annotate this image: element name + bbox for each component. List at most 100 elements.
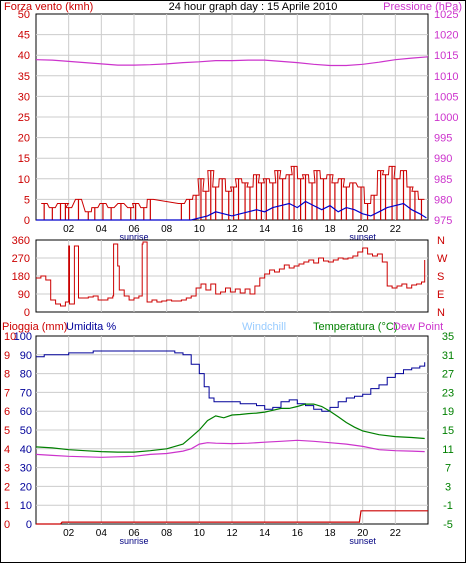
y-tick-label: 1005	[434, 91, 458, 103]
y-tick-label: 985	[434, 174, 452, 186]
y-tick-label: 15	[18, 153, 30, 165]
dewpoint-label: Dew Point	[393, 321, 443, 333]
sunrise-label: sunrise	[119, 536, 148, 546]
rain-axis-label: Pioggia (mm)	[2, 321, 67, 333]
x-tick-label: 08	[161, 224, 173, 235]
wind-average-line	[36, 200, 427, 221]
x-tick-label: 06	[128, 224, 140, 235]
y-tick-label: 10	[20, 500, 32, 512]
y-tick-label: 40	[20, 444, 32, 456]
y-tick-label: 975	[434, 215, 452, 227]
y-tick-label: 90	[18, 289, 30, 301]
y-tick-label: 1010	[434, 71, 458, 83]
y-tick-label: S	[437, 271, 444, 283]
x-tick-label: 08	[161, 528, 173, 539]
y-tick-label: 31	[442, 350, 454, 362]
pressure-axis-label: Pressione (hPa)	[383, 1, 462, 13]
temperature-axis-label: Temperatura (°C)	[313, 321, 397, 333]
x-tick-label: 22	[390, 224, 402, 235]
y-tick-label: 100	[14, 331, 32, 343]
y-tick-label: 10	[4, 331, 16, 343]
x-tick-label: 16	[292, 224, 304, 235]
y-tick-label: 80	[20, 369, 32, 381]
wind-direction-line	[36, 241, 426, 307]
x-tick-label: 20	[357, 224, 369, 235]
y-tick-label: 50	[20, 425, 32, 437]
sunset-label: sunset	[349, 232, 376, 242]
rain-line	[36, 510, 428, 525]
y-tick-label: 270	[12, 253, 30, 265]
wind-axis-label: Forza vento (kmh)	[4, 1, 93, 13]
y-tick-label: 0	[4, 519, 10, 531]
y-tick-label: 25	[18, 112, 30, 124]
x-tick-label: 02	[63, 224, 75, 235]
chart-layer: 0510152025303540455097598098599099510001…	[4, 9, 458, 546]
x-tick-label: 14	[259, 224, 271, 235]
x-tick-label: 06	[128, 528, 140, 539]
x-tick-label: 02	[63, 528, 75, 539]
x-tick-label: 04	[96, 224, 108, 235]
y-tick-label: 11	[442, 444, 453, 456]
y-tick-label: 980	[434, 194, 452, 206]
y-tick-label: -1	[443, 500, 453, 512]
y-tick-label: 2	[4, 481, 10, 493]
y-tick-label: 1020	[434, 30, 458, 42]
x-tick-label: 10	[194, 528, 206, 539]
humidity-line	[36, 350, 426, 412]
humidity-axis-label: Umidita %	[66, 321, 116, 333]
y-tick-label: 35	[442, 331, 454, 343]
y-tick-label: N	[437, 235, 445, 247]
y-tick-label: 3	[4, 463, 10, 475]
y-tick-label: 9	[4, 350, 10, 362]
y-tick-label: 0	[26, 519, 32, 531]
y-tick-label: 10	[18, 174, 30, 186]
y-tick-label: 20	[20, 481, 32, 493]
dewpoint-line	[35, 439, 425, 458]
x-tick-label: 10	[194, 224, 206, 235]
x-tick-label: 12	[226, 528, 238, 539]
y-tick-label: 3	[445, 481, 451, 493]
y-tick-label: 1015	[434, 50, 458, 62]
y-tick-label: 20	[18, 133, 30, 145]
x-tick-label: 18	[324, 224, 336, 235]
y-tick-label: 19	[442, 406, 454, 418]
x-tick-label: 20	[357, 528, 369, 539]
y-tick-label: 30	[18, 91, 30, 103]
y-tick-label: 90	[20, 350, 32, 362]
y-tick-label: 5	[4, 425, 10, 437]
y-tick-label: 7	[445, 463, 451, 475]
y-tick-label: 0	[24, 307, 30, 319]
y-tick-label: 23	[442, 387, 454, 399]
y-tick-label: 1	[4, 500, 10, 512]
y-tick-label: 0	[24, 215, 30, 227]
y-tick-label: 7	[4, 387, 10, 399]
x-tick-label: 12	[226, 224, 238, 235]
y-tick-label: 35	[18, 71, 30, 83]
windchill-label: Windchill	[242, 321, 286, 333]
sunrise-label: sunrise	[119, 232, 148, 242]
y-tick-label: 8	[4, 369, 10, 381]
y-tick-label: E	[437, 289, 444, 301]
y-tick-label: 45	[18, 30, 30, 42]
x-tick-label: 14	[259, 528, 271, 539]
temperature-line	[35, 403, 425, 453]
x-tick-label: 16	[292, 528, 304, 539]
y-tick-label: 15	[442, 425, 454, 437]
x-tick-label: 18	[324, 528, 336, 539]
y-tick-label: N	[437, 307, 445, 319]
y-tick-label: 27	[442, 369, 454, 381]
y-tick-label: 4	[4, 444, 10, 456]
y-tick-label: -5	[443, 519, 453, 531]
y-tick-label: 40	[18, 50, 30, 62]
wind-gust-outline	[41, 165, 425, 213]
y-tick-label: 60	[20, 406, 32, 418]
chart-title: 24 hour graph day : 15 Aprile 2010	[169, 1, 338, 13]
x-tick-label: 04	[96, 528, 108, 539]
y-tick-label: W	[437, 253, 448, 265]
y-tick-label: 5	[24, 194, 30, 206]
y-tick-label: 180	[12, 271, 30, 283]
y-tick-label: 360	[12, 235, 30, 247]
y-tick-label: 70	[20, 387, 32, 399]
